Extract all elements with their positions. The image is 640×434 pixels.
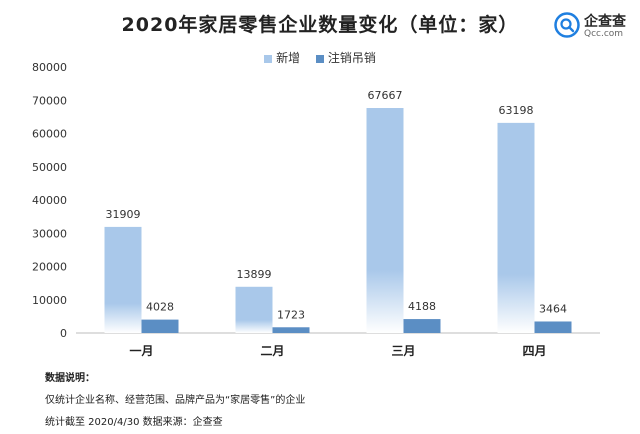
y-tick-label: 70000 (32, 94, 67, 107)
notes-source: 统计截至 2020/4/30 数据来源：企查查 (45, 417, 223, 428)
y-tick-label: 60000 (32, 128, 67, 141)
bar-cancelled (272, 327, 310, 333)
notes-scope: 仅统计企业名称、经营范围、品牌产品为“家居零售”的企业 (45, 395, 306, 406)
x-tick-label: 三月 (391, 344, 415, 358)
legend-label-cancelled: 注销吊销 (327, 51, 376, 65)
bar-cancelled (141, 319, 179, 333)
bar-new (235, 286, 273, 333)
brand-logo: 企查查 Qcc.com (554, 10, 638, 42)
y-tick-label: 10000 (32, 294, 67, 307)
chart-title: 2020年家居零售企业数量变化（单位：家） (121, 14, 519, 36)
brand-url: Qcc.com (584, 29, 624, 39)
chart-legend: 新增 注销吊销 (0, 49, 640, 66)
bar-cancelled (403, 319, 441, 333)
legend-swatch-cancelled (315, 54, 324, 63)
data-label: 3464 (539, 302, 567, 315)
y-tick-label: 80000 (32, 61, 67, 74)
y-tick-label: 30000 (32, 227, 67, 240)
brand-name: 企查查 (584, 14, 626, 30)
data-label: 4028 (146, 301, 174, 314)
y-tick-label: 0 (60, 327, 67, 340)
legend-item-new: 新增 (264, 49, 300, 66)
qcc-logo-icon (554, 12, 580, 38)
data-label: 67667 (368, 89, 403, 102)
y-tick-label: 50000 (32, 161, 67, 174)
bar-new (497, 122, 535, 333)
data-label: 4188 (408, 300, 436, 313)
bar-chart: 0 10000 20000 30000 40000 50000 60000 70000 8000… (32, 61, 600, 358)
data-label: 1723 (277, 308, 305, 321)
x-tick-label: 四月 (522, 344, 546, 358)
legend-item-cancelled: 注销吊销 (315, 49, 376, 66)
bar-new (104, 226, 142, 333)
y-tick-label: 20000 (32, 261, 67, 274)
legend-swatch-new (264, 54, 273, 63)
x-tick-label: 二月 (260, 344, 284, 358)
bar-new (366, 108, 404, 333)
y-tick-label: 40000 (32, 194, 67, 207)
bar-cancelled (534, 321, 572, 333)
data-label: 63198 (499, 104, 534, 117)
legend-label-new: 新增 (276, 51, 301, 65)
x-tick-label: 一月 (129, 344, 153, 358)
data-label: 13899 (237, 268, 272, 281)
notes-heading: 数据说明： (45, 373, 95, 384)
data-notes: 数据说明： 仅统计企业名称、经营范围、品牌产品为“家居零售”的企业 统计截至 2… (45, 368, 305, 434)
data-label: 31909 (106, 208, 141, 221)
